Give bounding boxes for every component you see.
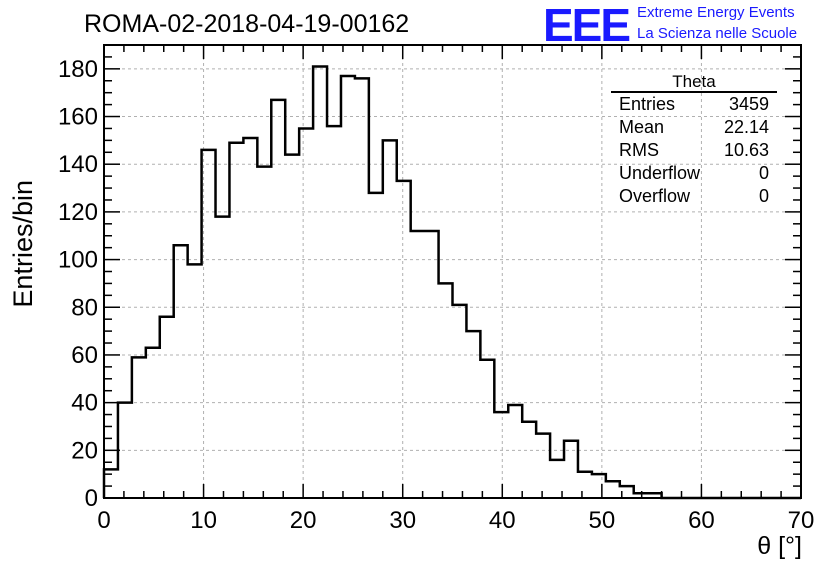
stats-value: 0 xyxy=(758,186,769,206)
stats-label: Underflow xyxy=(619,163,701,183)
y-tick-label: 80 xyxy=(71,294,98,321)
stats-label: Overflow xyxy=(619,186,691,206)
chart-title: ROMA-02-2018-04-19-00162 xyxy=(84,10,410,38)
stats-row: RMS 10.63 xyxy=(611,139,777,162)
y-tick-label: 40 xyxy=(71,390,98,417)
y-tick-label: 20 xyxy=(71,437,98,464)
y-tick-label: 0 xyxy=(85,485,98,512)
x-tick-label: 30 xyxy=(389,507,416,534)
grid-lines xyxy=(104,45,801,498)
eee-logo: EEE xyxy=(543,0,631,51)
y-tick-label: 140 xyxy=(58,151,98,178)
axis-ticks xyxy=(103,44,802,499)
plot-frame xyxy=(103,44,802,499)
x-tick-label: 40 xyxy=(489,507,516,534)
y-tick-label: 180 xyxy=(58,56,98,83)
stats-label: Mean xyxy=(619,117,665,137)
x-tick-label: 20 xyxy=(290,507,317,534)
y-tick-label: 120 xyxy=(58,199,98,226)
x-tick-label: 0 xyxy=(97,507,110,534)
stats-rows: Entries 3459 Mean 22.14 RMS 10.63 Underflow 0 Ov… xyxy=(611,93,777,208)
stats-label: Entries xyxy=(619,94,676,114)
stats-row: Entries 3459 xyxy=(611,93,777,116)
stats-title: Theta xyxy=(611,72,777,93)
stats-value: 0 xyxy=(758,163,769,183)
stats-box: Theta Entries 3459 Mean 22.14 RMS 10.63 Underf… xyxy=(611,72,777,208)
logo-line-1: Extreme Energy Events xyxy=(637,4,795,21)
stats-label: RMS xyxy=(619,140,659,160)
stats-value: 22.14 xyxy=(723,117,769,137)
x-tick-label: 50 xyxy=(589,507,616,534)
y-tick-label: 60 xyxy=(71,342,98,369)
stats-value: 3459 xyxy=(728,94,769,114)
tick-labels: 0 10 20 30 40 50 60 70 0 20 40 60 80 100 120 140 160 180 xyxy=(58,56,814,534)
x-tick-label: 70 xyxy=(788,507,815,534)
stats-row: Overflow 0 xyxy=(611,185,777,208)
x-axis-label: θ [°] xyxy=(757,532,802,560)
histogram-step-line xyxy=(102,65,801,500)
y-tick-label: 100 xyxy=(58,247,98,274)
y-axis-label: Entries/bin xyxy=(8,180,38,308)
x-tick-label: 60 xyxy=(688,507,715,534)
stats-row: Underflow 0 xyxy=(611,162,777,185)
stats-value: 10.63 xyxy=(723,140,769,160)
stats-row: Mean 22.14 xyxy=(611,116,777,139)
y-tick-label: 160 xyxy=(58,104,98,131)
logo-line-2: La Scienza nelle Scuole xyxy=(637,25,798,42)
x-tick-label: 10 xyxy=(190,507,217,534)
